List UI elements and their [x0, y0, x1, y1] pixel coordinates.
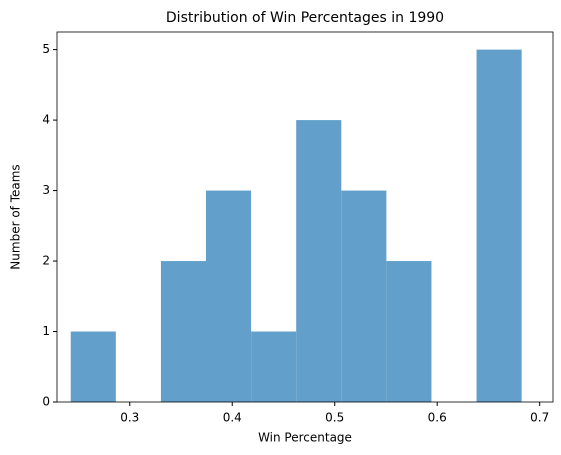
bar — [476, 49, 522, 402]
y-tick-label: 3 — [42, 183, 50, 197]
plot-frame — [56, 31, 554, 403]
y-tick-label: 0 — [42, 395, 50, 409]
y-tick-label: 1 — [42, 324, 50, 338]
x-axis-label: Win Percentage — [258, 431, 352, 445]
x-tick-label: 0.6 — [428, 411, 447, 425]
bar — [206, 190, 252, 402]
y-tick-label: 2 — [42, 254, 50, 268]
bar — [251, 331, 297, 402]
y-tick-label: 4 — [42, 113, 50, 127]
chart-title: Distribution of Win Percentages in 1990 — [166, 10, 444, 26]
x-tick-label: 0.4 — [223, 411, 242, 425]
bar — [341, 190, 387, 402]
bar — [70, 331, 116, 402]
x-tick-label: 0.7 — [530, 411, 549, 425]
y-axis-label: Number of Teams — [9, 164, 23, 269]
bar — [160, 261, 207, 402]
bar — [296, 120, 342, 402]
bar — [386, 261, 432, 402]
x-tick-label: 0.5 — [325, 411, 344, 425]
x-tick-label: 0.3 — [120, 411, 139, 425]
y-tick-label: 5 — [42, 42, 50, 56]
